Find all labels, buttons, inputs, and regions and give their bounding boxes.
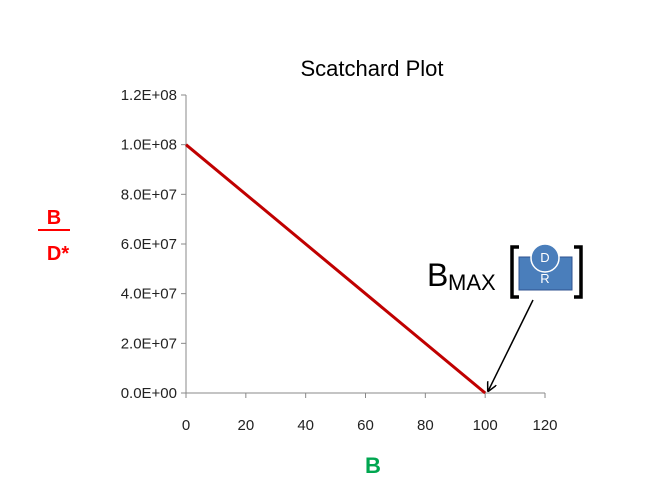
right-bracket: [574, 245, 583, 299]
y-tick-label: 6.0E+07: [121, 236, 177, 253]
y-axis-label-denominator: D*: [47, 243, 69, 265]
x-tick-label: 100: [473, 417, 498, 434]
receptor-label-bottom: R: [540, 271, 549, 286]
x-tick-label: 80: [417, 417, 434, 434]
receptor-binding-circle: [530, 243, 560, 273]
y-tick-label: 2.0E+07: [121, 335, 177, 352]
x-tick-label: 120: [532, 417, 557, 434]
x-tick-label: 60: [357, 417, 374, 434]
y-tick-label: 1.2E+08: [121, 87, 177, 104]
chart-title: Scatchard Plot: [300, 56, 443, 81]
annotation-arrow: [488, 299, 534, 391]
y-tick-label: 1.0E+08: [121, 137, 177, 154]
y-axis-ticks: 0.0E+00 2.0E+07 4.0E+07 6.0E+07 8.0E+07 1.0E+…: [121, 87, 186, 402]
bmax-label: B: [427, 257, 448, 293]
y-tick-label: 8.0E+07: [121, 186, 177, 203]
series-line-0: [185, 143, 487, 395]
x-axis-label: B: [365, 453, 381, 478]
x-tick-label: 0: [182, 417, 190, 434]
y-tick-label: 4.0E+07: [121, 286, 177, 303]
y-axis-label-numerator: B: [47, 207, 61, 229]
x-tick-label: 40: [297, 417, 314, 434]
x-tick-label: 20: [237, 417, 254, 434]
bmax-annotation: B MAX D R: [427, 243, 583, 391]
receptor-label-top: D: [540, 250, 549, 265]
bmax-subscript: MAX: [448, 270, 496, 295]
y-tick-label: 0.0E+00: [121, 385, 177, 402]
x-axis-ticks: 0 20 40 60 80 100 120: [182, 393, 558, 434]
left-bracket: [510, 245, 519, 299]
